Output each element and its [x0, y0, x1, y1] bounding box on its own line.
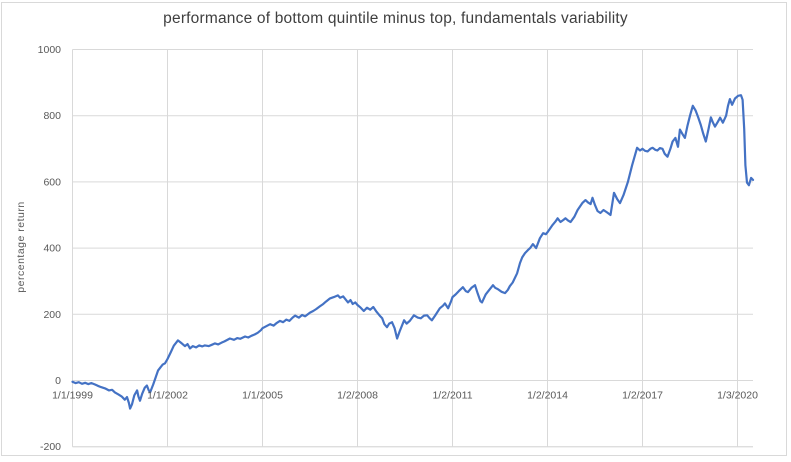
y-tick-label: 0: [55, 375, 61, 387]
x-tick-label: 1/1/2002: [147, 390, 188, 402]
y-tick-label: -200: [40, 441, 61, 453]
x-tick-label: 1/1/1999: [52, 390, 93, 402]
x-tick-label: 1/2/2008: [337, 390, 378, 402]
y-tick-label: 600: [43, 176, 61, 188]
y-tick-label: 800: [43, 110, 61, 122]
x-tick-label: 1/2/2017: [622, 390, 663, 402]
gridlines: [72, 49, 753, 448]
y-tick-label: 400: [43, 243, 61, 255]
axes: [72, 49, 753, 448]
chart-title: performance of bottom quintile minus top…: [163, 10, 628, 27]
x-tick-label: 1/1/2005: [242, 390, 283, 402]
y-tick-label: 200: [43, 309, 61, 321]
tick-labels: 1000 800 600 400 200 0 -200 1/1/1999 1/1/2002 1/1…: [38, 44, 758, 453]
data-series: [71, 94, 755, 410]
y-tick-label: 1000: [38, 44, 62, 56]
x-tick-label: 1/2/2014: [527, 390, 568, 402]
x-tick-label: 1/2/2011: [432, 390, 472, 402]
x-tick-label: 1/3/2020: [717, 390, 758, 402]
data-series-line: [71, 94, 755, 410]
